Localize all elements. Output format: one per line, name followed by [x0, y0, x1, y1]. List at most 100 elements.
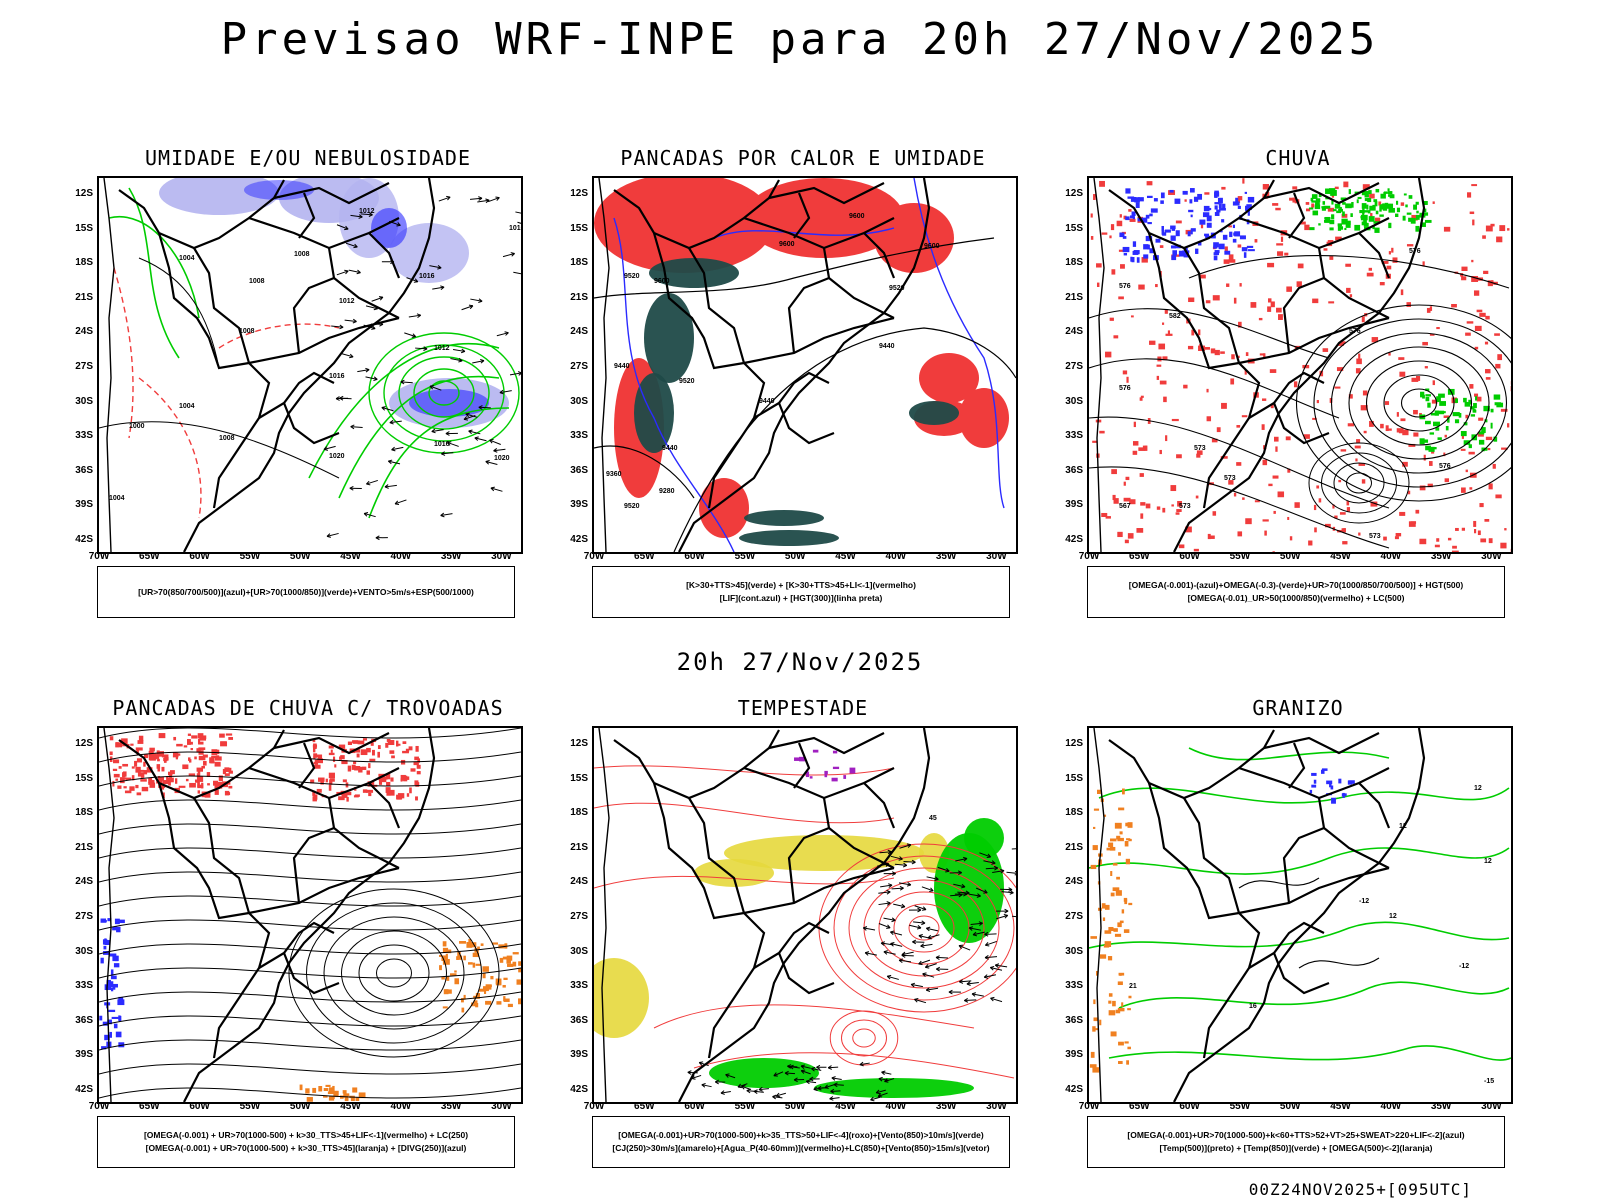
wind-vector-head [890, 930, 895, 936]
rain-red-pixel [1392, 257, 1398, 263]
rain-red-pixel [1245, 518, 1252, 525]
rain-green-pixel [1342, 202, 1346, 205]
rain-red-pixel [1183, 384, 1188, 389]
rain-red-pixel [1349, 294, 1353, 298]
divergence-blue-pixel [104, 938, 107, 943]
storm-orange-pixel [518, 998, 521, 1005]
wind-vector-head [349, 353, 354, 359]
storm-orange-pixel [439, 954, 443, 957]
rain-green-pixel [1359, 210, 1365, 214]
streamline-line [99, 895, 521, 907]
omega-orange-pixel [1117, 837, 1124, 842]
rain-green-pixel [1372, 225, 1375, 230]
storm-orange-pixel [463, 994, 466, 1000]
legend-line: [OMEGA(-0.001) + UR>70(1000-500) + k>30_… [145, 1143, 467, 1153]
pressure-line [99, 421, 340, 479]
lon-tick-label: 65W [139, 551, 160, 562]
rain-red-pixel [1123, 481, 1126, 486]
storm-red-pixel [140, 775, 145, 778]
storm-red-pixel [198, 755, 206, 761]
wind-vector-shaft [509, 372, 521, 376]
rain-red-pixel [1492, 463, 1496, 469]
rain-red-pixel [1477, 530, 1481, 536]
rain-blue-pixel [1161, 230, 1165, 235]
rain-red-pixel [1149, 340, 1156, 345]
storm-red-2-pixel [329, 779, 333, 785]
rain-red-pixel [1356, 439, 1361, 443]
rain-green-pixel [1361, 191, 1369, 196]
rain-green-pixel [1337, 223, 1342, 227]
rain-red-pixel [1172, 254, 1180, 257]
storm-orange-pixel [454, 978, 460, 985]
rain-green-pixel [1379, 214, 1384, 217]
rain-blue-pixel [1141, 217, 1148, 223]
rain-red-pixel [1478, 417, 1484, 421]
storm-red-pixel [137, 740, 144, 744]
wind-vector-head [440, 512, 445, 518]
omega-orange-pixel [1107, 956, 1113, 961]
rain-blue-pixel [1190, 214, 1193, 218]
storm-red-pixel [112, 780, 115, 787]
storm-red-pixel [158, 751, 164, 757]
storm-red-pixel [121, 738, 128, 744]
panel-legend: [OMEGA(-0.001)+UR>70(1000-500)+k>35_TTS>… [592, 1116, 1010, 1168]
rain-red-pixel [1471, 259, 1474, 263]
wind-vector-shaft [357, 369, 370, 373]
rain-blue-pixel [1136, 257, 1140, 263]
rain-red-pixel [1220, 456, 1228, 459]
storm-red-pixel [144, 754, 149, 759]
wind-vector-shaft [878, 923, 891, 929]
instability-green-area [739, 530, 839, 546]
storm-red-pixel [117, 785, 122, 789]
rain-red-pixel [1216, 427, 1221, 433]
wind-vector-head [968, 926, 974, 931]
rain-green-pixel [1423, 200, 1428, 205]
rain-blue-pixel [1129, 215, 1135, 219]
border-line [768, 182, 885, 205]
lat-tick-label: 27S [1065, 911, 1083, 922]
wind-vector-shaft [990, 967, 1003, 971]
rain-blue-pixel [1218, 203, 1222, 209]
rain-red-pixel [1355, 368, 1361, 374]
storm-red-2-pixel [396, 740, 399, 747]
rain-red-pixel [1236, 425, 1241, 428]
precip-water-line [594, 875, 895, 889]
contour-label: 12 [1474, 785, 1482, 792]
rain-red-pixel [1402, 461, 1408, 467]
storm-red-2-pixel [340, 755, 345, 760]
border-line [1238, 316, 1390, 365]
coastline [678, 728, 931, 1102]
omega-orange-pixel [1128, 995, 1132, 999]
omega-orange-pixel [1108, 1010, 1116, 1016]
rain-red-pixel [1337, 342, 1344, 346]
wind-vector-south-head [720, 1090, 725, 1095]
storm-orange-pixel [477, 946, 480, 950]
rain-green-2-pixel [1460, 431, 1467, 437]
border-line [368, 232, 401, 279]
storm-red-2-pixel [366, 789, 374, 793]
storm-red-pixel [176, 743, 183, 747]
contour-label: 576 [1119, 385, 1131, 392]
wind-vector-shaft [990, 997, 1003, 1003]
contour-label: 567 [1119, 503, 1131, 510]
wind-vector-head [918, 934, 923, 939]
wind-vector-shaft [1001, 891, 1014, 894]
streamline-line [99, 1039, 521, 1051]
rain-red-pixel [1474, 346, 1479, 350]
omega-orange-pixel [1115, 890, 1122, 896]
rain-red-pixel [1490, 223, 1495, 227]
storm-orange-pixel [485, 1000, 492, 1005]
storm-red-pixel [162, 792, 165, 799]
omega-orange-pixel [1128, 902, 1133, 906]
rain-red-pixel [1285, 436, 1291, 441]
rain-red-pixel [1221, 402, 1227, 409]
geo-borders [1093, 178, 1426, 552]
wind-vector-head [446, 195, 451, 201]
rain-red-pixel [1228, 254, 1234, 261]
divergence-blue-pixel [104, 984, 112, 991]
rain-blue-pixel [1197, 193, 1203, 200]
lon-tick-label: 40W [390, 551, 412, 562]
storm-red-2-pixel [312, 796, 317, 802]
rain-red-pixel [1334, 186, 1339, 190]
rain-green-pixel [1341, 218, 1348, 225]
